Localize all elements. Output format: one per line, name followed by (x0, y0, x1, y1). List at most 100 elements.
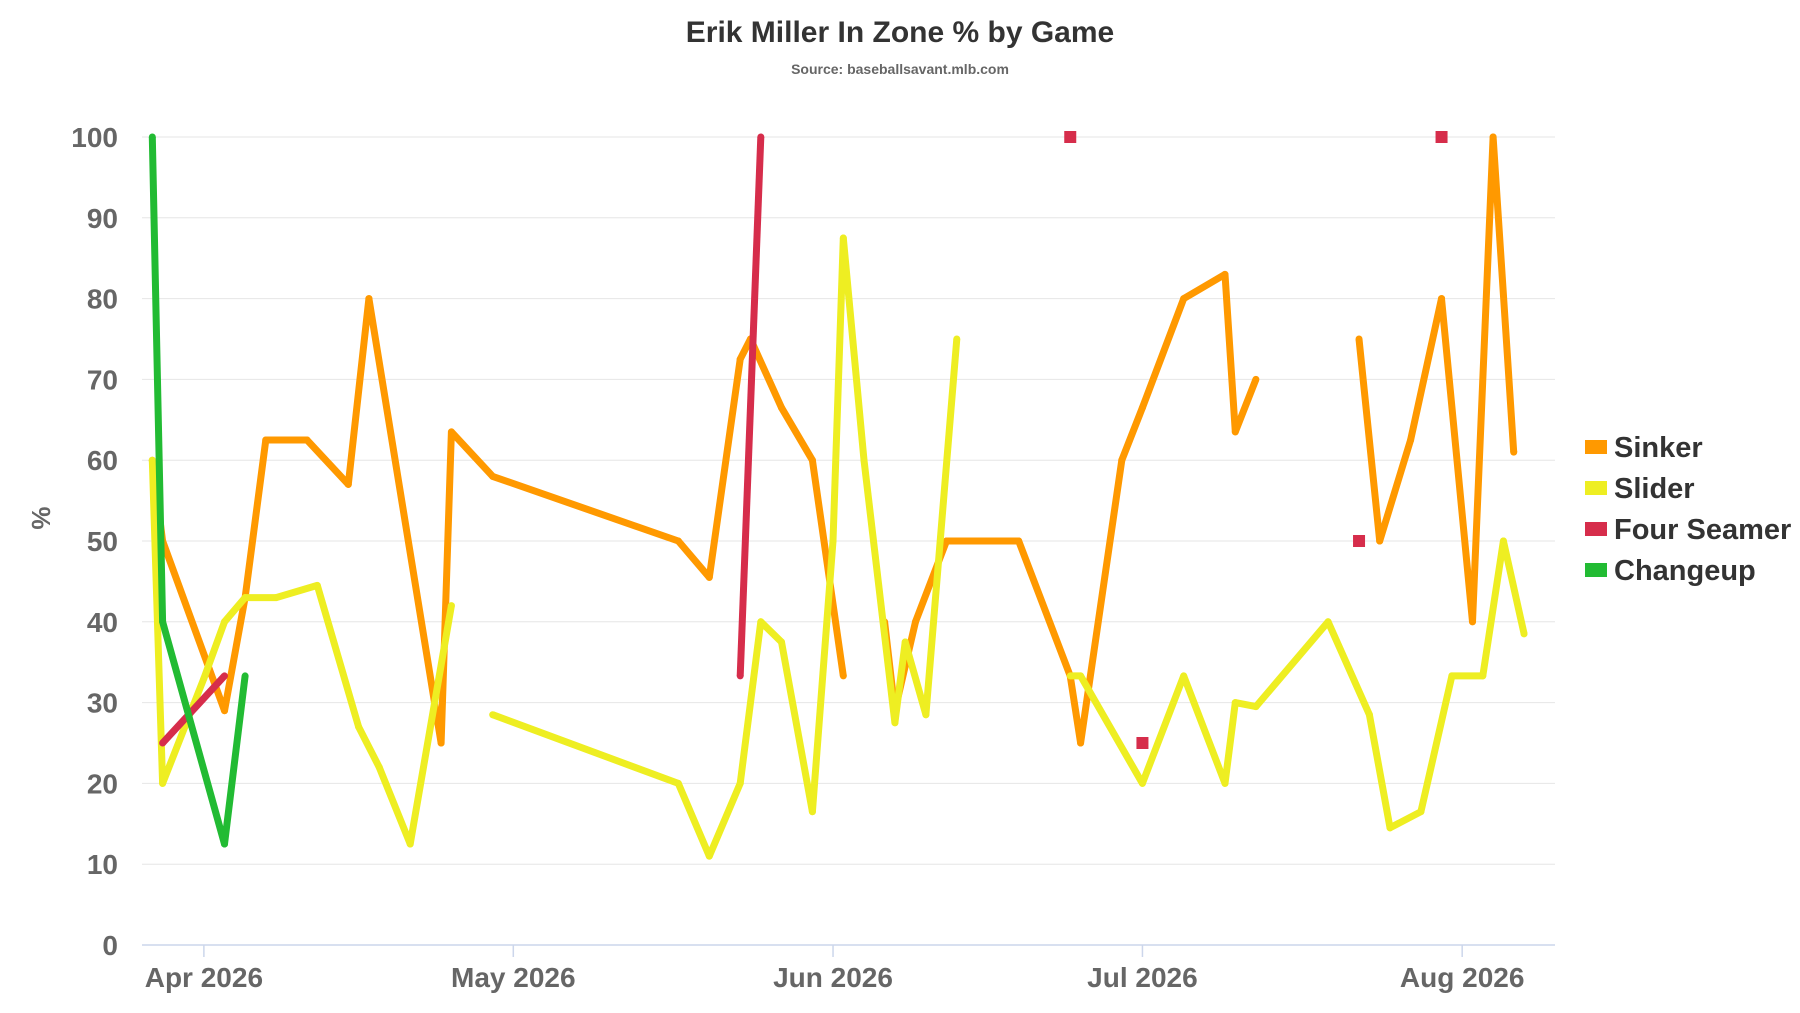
data-point[interactable] (674, 779, 682, 787)
data-point[interactable] (1376, 537, 1384, 545)
data-point[interactable] (447, 428, 455, 436)
data-point[interactable] (221, 672, 229, 680)
data-point[interactable] (674, 537, 682, 545)
data-point[interactable] (1448, 672, 1456, 680)
data-point[interactable] (1355, 335, 1363, 343)
data-point[interactable] (1510, 448, 1518, 456)
data-point[interactable] (406, 840, 414, 848)
data-point[interactable] (1066, 672, 1074, 680)
data-point[interactable] (1077, 672, 1085, 680)
data-point[interactable] (808, 808, 816, 816)
data-point[interactable] (1231, 699, 1239, 707)
data-point[interactable] (303, 436, 311, 444)
data-point[interactable] (159, 739, 167, 747)
grid-layer (142, 136, 1555, 957)
data-point[interactable] (1324, 618, 1332, 626)
data-point[interactable] (1180, 672, 1188, 680)
chart-title: Erik Miller In Zone % by Game (686, 16, 1114, 49)
data-point[interactable] (1180, 295, 1188, 303)
data-point[interactable] (1479, 672, 1487, 680)
data-point[interactable] (375, 763, 383, 771)
data-point[interactable] (1138, 404, 1146, 412)
data-point[interactable] (437, 739, 445, 747)
legend[interactable]: Sinker Slider Four Seamer Changeup (1585, 432, 1791, 587)
data-point[interactable] (1136, 737, 1149, 749)
data-point[interactable] (221, 618, 229, 626)
data-point[interactable] (1077, 739, 1085, 747)
y-tick-label: 80 (87, 284, 118, 315)
data-point[interactable] (1468, 618, 1476, 626)
data-point[interactable] (272, 594, 280, 602)
y-tick-label: 100 (71, 122, 118, 153)
data-point[interactable] (1489, 133, 1497, 141)
data-point[interactable] (489, 472, 497, 480)
data-point[interactable] (221, 840, 229, 848)
data-point[interactable] (262, 436, 270, 444)
data-point[interactable] (839, 672, 847, 680)
data-point[interactable] (922, 711, 930, 719)
series-line (736, 136, 765, 677)
data-point[interactable] (1064, 131, 1077, 143)
data-point[interactable] (736, 355, 744, 363)
series-line (148, 136, 249, 848)
data-point[interactable] (241, 672, 249, 680)
data-point[interactable] (1353, 535, 1366, 547)
data-point[interactable] (736, 779, 744, 787)
legend-item-four-seamer[interactable]: Four Seamer (1585, 514, 1791, 546)
data-point[interactable] (1407, 436, 1415, 444)
data-point[interactable] (1221, 270, 1229, 278)
data-point[interactable] (1520, 630, 1528, 638)
data-point[interactable] (159, 618, 167, 626)
legend-item-slider[interactable]: Slider (1585, 473, 1695, 505)
legend-item-sinker[interactable]: Sinker (1585, 432, 1703, 464)
data-point[interactable] (891, 719, 899, 727)
data-point[interactable] (912, 618, 920, 626)
data-point[interactable] (1252, 703, 1260, 711)
x-tick-label: Jul 2026 (1087, 962, 1198, 993)
data-point[interactable] (1435, 131, 1448, 143)
data-point[interactable] (1231, 428, 1239, 436)
data-point[interactable] (736, 672, 744, 680)
data-point[interactable] (365, 295, 373, 303)
data-point[interactable] (942, 537, 950, 545)
data-point[interactable] (1138, 779, 1146, 787)
data-point[interactable] (355, 723, 363, 731)
data-point[interactable] (953, 335, 961, 343)
y-axis-label: % (26, 506, 56, 529)
data-point[interactable] (757, 618, 765, 626)
data-point[interactable] (1438, 295, 1446, 303)
y-tick-label: 90 (87, 203, 118, 234)
data-point[interactable] (148, 456, 156, 464)
data-point[interactable] (241, 594, 249, 602)
data-point[interactable] (1252, 375, 1260, 383)
data-point[interactable] (447, 602, 455, 610)
data-point[interactable] (901, 638, 909, 646)
data-point[interactable] (1499, 537, 1507, 545)
data-point[interactable] (808, 456, 816, 464)
data-point[interactable] (860, 456, 868, 464)
data-point[interactable] (1118, 456, 1126, 464)
data-point[interactable] (777, 638, 785, 646)
x-tick-label: Jun 2026 (773, 962, 893, 993)
data-point[interactable] (777, 404, 785, 412)
data-point[interactable] (1015, 537, 1023, 545)
data-point[interactable] (148, 133, 156, 141)
data-point[interactable] (1221, 779, 1229, 787)
data-point[interactable] (1365, 711, 1373, 719)
data-point[interactable] (705, 573, 713, 581)
data-point[interactable] (221, 707, 229, 715)
data-point[interactable] (159, 779, 167, 787)
data-point[interactable] (1417, 808, 1425, 816)
data-point[interactable] (829, 537, 837, 545)
data-point[interactable] (200, 674, 208, 682)
legend-item-changeup[interactable]: Changeup (1585, 555, 1756, 587)
tick-layer: 0 10 20 30 40 50 60 70 80 90 100 Apr 2026 May 2026 Ju… (71, 122, 1524, 993)
y-tick-label: 30 (87, 688, 118, 719)
data-point[interactable] (757, 133, 765, 141)
data-point[interactable] (489, 711, 497, 719)
data-point[interactable] (705, 852, 713, 860)
data-point[interactable] (1386, 824, 1394, 832)
data-point[interactable] (344, 480, 352, 488)
data-point[interactable] (313, 581, 321, 589)
data-point[interactable] (839, 234, 847, 242)
